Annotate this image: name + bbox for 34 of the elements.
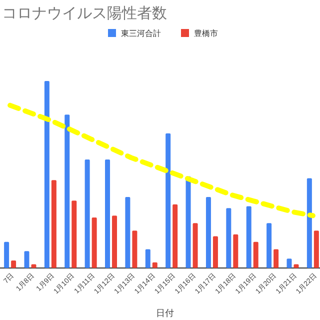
x-axis-title: 日付 xyxy=(156,308,174,318)
legend-label: 東三河合計 xyxy=(121,29,161,38)
bar xyxy=(186,176,191,268)
bar xyxy=(11,260,16,268)
bar xyxy=(24,251,30,268)
bar xyxy=(132,230,138,268)
bar xyxy=(226,208,232,268)
bar xyxy=(84,160,90,268)
bar xyxy=(286,258,292,268)
legend-label: 豊橋市 xyxy=(194,29,218,38)
bar xyxy=(145,249,150,268)
bar xyxy=(253,242,258,268)
bar xyxy=(72,200,77,268)
bar xyxy=(233,234,238,268)
bar xyxy=(125,196,130,268)
bar xyxy=(4,242,10,268)
bar xyxy=(172,204,178,268)
bar xyxy=(105,160,110,268)
bar xyxy=(206,196,211,268)
bar xyxy=(192,223,198,268)
bar xyxy=(274,249,279,268)
bar xyxy=(246,206,252,268)
bar xyxy=(51,180,56,268)
bar xyxy=(92,218,97,268)
chart-title: コロナウイルス陽性者数 xyxy=(2,5,167,22)
bar xyxy=(266,223,272,268)
bar xyxy=(314,230,319,268)
bar xyxy=(112,216,118,268)
bar xyxy=(64,114,70,268)
bar xyxy=(44,81,50,268)
bar xyxy=(212,236,218,268)
bar xyxy=(166,133,171,268)
bar xyxy=(306,178,312,268)
bar xyxy=(152,262,158,268)
